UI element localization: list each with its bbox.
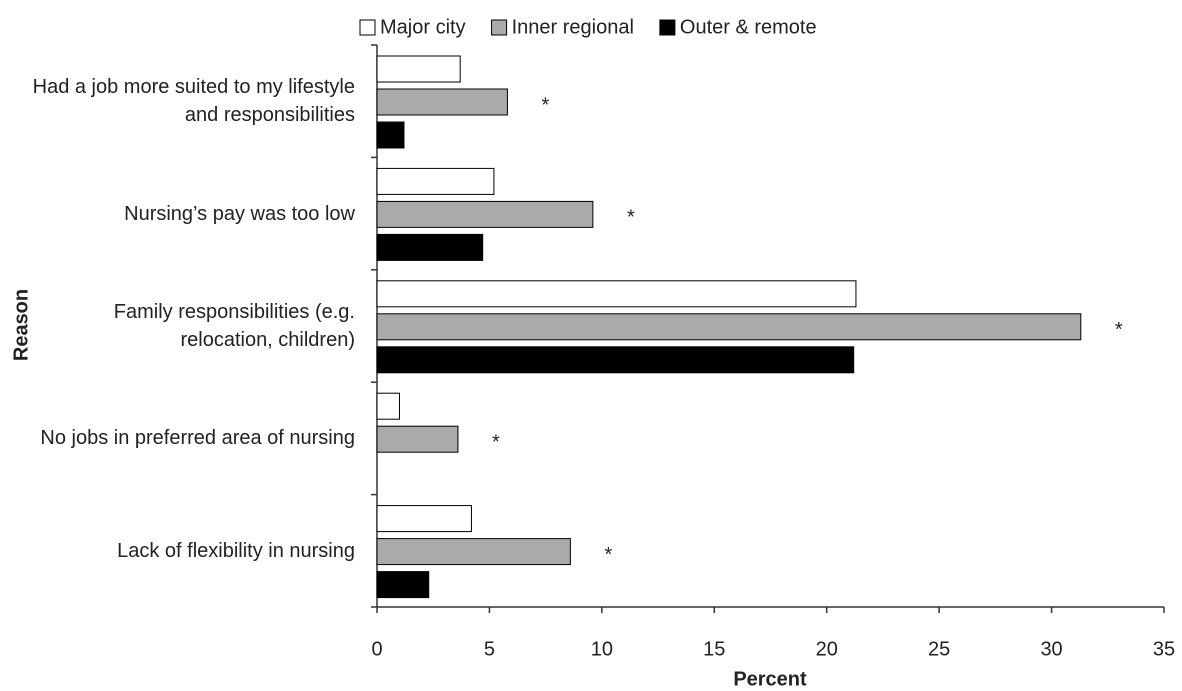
y-tick-label: No jobs in preferred area of nursing [40,427,355,450]
bar [376,200,594,228]
bar [376,88,508,116]
bar [376,538,571,566]
x-tick-label: 25 [928,638,950,660]
bar [376,313,1082,341]
y-axis-title: Reason [10,289,32,361]
y-tick-label: Nursing’s pay was too low [124,202,355,225]
y-tick-label: Had a job more suited to my lifestyle an… [32,76,355,127]
bar [376,55,461,83]
legend-swatch [491,19,508,36]
legend-swatch [359,19,376,36]
bar [376,167,495,195]
legend-label: Major city [380,16,466,38]
x-tick-label: 30 [1040,638,1062,660]
x-axis-title: Percent [733,668,807,690]
bar [376,280,857,308]
x-tick-label: 0 [371,638,382,660]
legend-label: Outer & remote [680,16,817,38]
x-tick-label: 10 [591,638,613,660]
annotation: * [604,544,612,566]
bar [376,233,484,261]
bar [376,121,405,149]
annotation: * [627,207,635,229]
annotation: * [542,94,550,116]
x-tick-label: 5 [484,638,495,660]
legend-swatch [659,19,676,36]
x-tick-label: 15 [703,638,725,660]
y-tick-label: Family responsibilities (e.g. relocation… [113,301,355,351]
bar [376,571,430,599]
annotation: * [1115,319,1123,341]
bar [376,425,459,453]
x-tick-label: 35 [1153,638,1175,660]
bar [376,505,472,533]
x-tick-label: 20 [816,638,838,660]
y-tick-label: Lack of flexibility in nursing [117,539,355,562]
annotation: * [492,431,500,453]
bar [376,392,400,420]
bar [376,346,855,374]
legend-label: Inner regional [512,16,634,38]
